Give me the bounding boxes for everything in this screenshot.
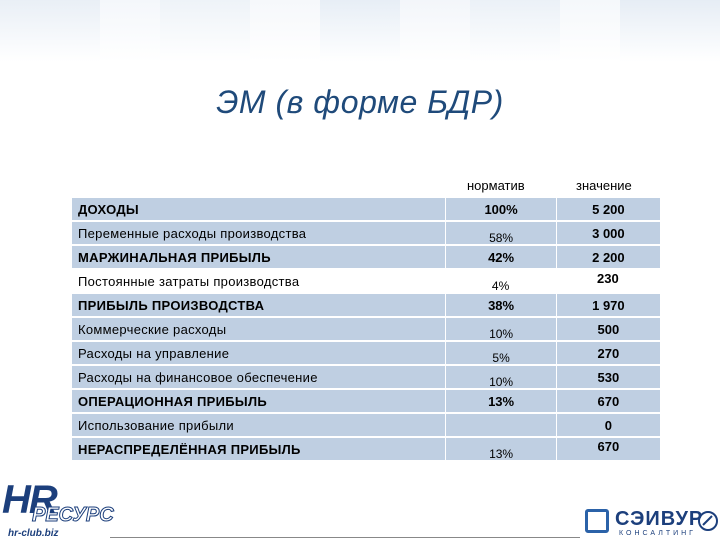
row-value: 270 (555, 342, 660, 364)
table-row-retained-profit: НЕРАСПРЕДЕЛЁННАЯ ПРИБЫЛЬ 13% 670 (72, 438, 660, 461)
row-value: 1 970 (555, 294, 660, 316)
table-row-revenue: ДОХОДЫ 100% 5 200 (72, 198, 660, 220)
slide-title: ЭМ (в форме БДР) (216, 84, 504, 120)
row-value: 0 (555, 414, 660, 436)
row-norm: 38% (445, 294, 556, 316)
row-norm-text: 10% (489, 326, 514, 341)
row-norm (445, 414, 556, 436)
hr-logo-url: hr-club.biz (8, 528, 59, 539)
seivur-emblem-icon (698, 511, 718, 531)
row-value-text: 670 (597, 438, 620, 454)
row-value: 500 (555, 318, 660, 340)
hr-logo-word: РЕСУРС (32, 504, 115, 527)
row-norm: 10% (445, 318, 556, 341)
row-label: Расходы на управление (72, 342, 446, 364)
table-row-financial-costs: Расходы на финансовое обеспечение 10% 53… (72, 366, 660, 389)
row-norm: 5% (445, 342, 556, 365)
row-value: 2 200 (555, 246, 660, 268)
seivur-square-icon (585, 509, 609, 533)
row-norm-text: 13% (489, 446, 514, 461)
seivur-logo-name: СЭИВУР (615, 508, 704, 530)
table-row-management-costs: Расходы на управление 5% 270 (72, 342, 660, 365)
row-value: 5 200 (555, 198, 660, 220)
row-label: ОПЕРАЦИОННАЯ ПРИБЫЛЬ (72, 390, 446, 412)
financial-table: ДОХОДЫ 100% 5 200 Переменные расходы про… (72, 196, 660, 462)
row-value: 530 (555, 366, 660, 388)
table-row-fixed-costs: Постоянные затраты производства 4% 230 (72, 270, 660, 293)
table-row-production-profit: ПРИБЫЛЬ ПРОИЗВОДСТВА 38% 1 970 (72, 294, 660, 316)
row-norm: 100% (445, 198, 556, 220)
table-row-variable-costs: Переменные расходы производства 58% 3 00… (72, 222, 660, 245)
row-norm: 42% (445, 246, 556, 268)
decorative-header-bars (0, 0, 720, 70)
row-norm-text: 4% (491, 278, 510, 293)
row-norm: 13% (445, 390, 556, 412)
table-row-commercial-costs: Коммерческие расходы 10% 500 (72, 318, 660, 341)
table-row-operating-profit: ОПЕРАЦИОННАЯ ПРИБЫЛЬ 13% 670 (72, 390, 660, 412)
row-norm-text: 58% (489, 230, 514, 245)
row-label: МАРЖИНАЛЬНАЯ ПРИБЫЛЬ (72, 246, 446, 268)
row-value: 670 (555, 438, 660, 460)
row-norm: 13% (445, 438, 556, 461)
row-value: 670 (555, 390, 660, 412)
footer-divider (110, 537, 580, 538)
column-header-norm: норматив (467, 178, 525, 193)
column-header-value: значение (576, 178, 632, 193)
row-norm-text: 5% (492, 350, 510, 365)
row-norm: 4% (445, 270, 555, 293)
row-label: Расходы на финансовое обеспечение (72, 366, 446, 388)
seivur-logo: СЭИВУР КОНСАЛТИНГ (585, 506, 720, 540)
hr-logo-letters: HR (2, 478, 58, 522)
row-label: ПРИБЫЛЬ ПРОИЗВОДСТВА (72, 294, 446, 316)
table-row-profit-usage: Использование прибыли 0 (72, 414, 660, 436)
row-label: Переменные расходы производства (72, 222, 446, 244)
table-row-margin-profit: МАРЖИНАЛЬНАЯ ПРИБЫЛЬ 42% 2 200 (72, 246, 660, 268)
seivur-logo-subtitle: КОНСАЛТИНГ (619, 530, 696, 537)
row-value-text: 230 (597, 270, 619, 286)
row-label: Постоянные затраты производства (78, 273, 300, 289)
row-value: 3 000 (555, 222, 660, 244)
row-norm-text: 10% (489, 374, 514, 389)
hr-resurs-logo: HR РЕСУРС hr-club.biz (2, 478, 115, 540)
row-norm: 58% (445, 222, 556, 245)
row-label: Использование прибыли (72, 414, 446, 436)
row-value: 230 (556, 270, 660, 292)
row-label: Коммерческие расходы (72, 318, 446, 340)
row-norm: 10% (445, 366, 556, 389)
row-label: НЕРАСПРЕДЕЛЁННАЯ ПРИБЫЛЬ (72, 438, 446, 460)
row-label: ДОХОДЫ (72, 198, 446, 220)
